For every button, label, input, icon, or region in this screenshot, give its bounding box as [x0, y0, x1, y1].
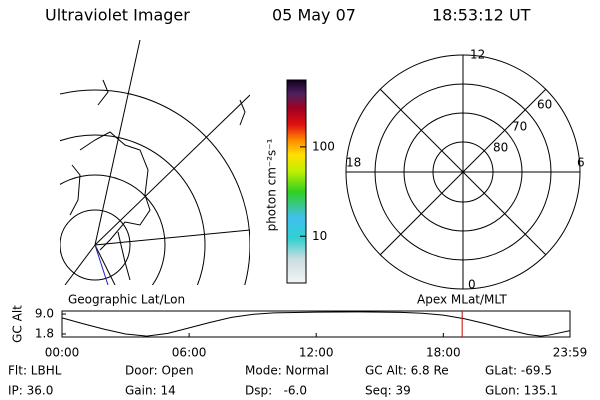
footer-field: Seq: 39 — [365, 384, 411, 398]
footer-field: Mode: Normal — [245, 364, 329, 378]
ring-label: 60 — [537, 98, 552, 112]
footer-field: Flt: LBHL — [8, 364, 62, 378]
x-tick-label: 23:59 — [553, 346, 588, 360]
colorbar-tick-label: 100 — [312, 139, 335, 153]
x-tick-label: 06:00 — [172, 346, 207, 360]
footer-field: Dsp: -6.0 — [245, 384, 307, 398]
alt-line — [61, 311, 571, 337]
footer-field: Gain: 14 — [125, 384, 176, 398]
title: Ultraviolet Imager — [45, 6, 190, 25]
footer-field: GLon: 135.1 — [485, 384, 558, 398]
mlt-label: 18 — [346, 156, 361, 170]
footer-field: Door: Open — [125, 364, 194, 378]
y-tick-label: 9.0 — [35, 307, 54, 321]
polar-label: Apex MLat/MLT — [417, 293, 507, 307]
mlt-label: 0 — [468, 278, 476, 292]
y-axis-label: GC Alt — [11, 305, 25, 343]
x-tick-label: 12:00 — [299, 346, 334, 360]
x-tick-label: 00:00 — [45, 346, 80, 360]
y-tick-label: 1.8 — [35, 326, 54, 340]
mlt-label: 6 — [577, 156, 585, 170]
geo-label: Geographic Lat/Lon — [68, 293, 185, 307]
polar-grid — [345, 54, 581, 290]
x-tick-label: 18:00 — [426, 346, 461, 360]
ring-label: 70 — [512, 120, 527, 134]
colorbar — [286, 79, 307, 284]
footer-field: GLat: -69.5 — [485, 364, 552, 378]
colorbar-label: photon cm⁻²s⁻¹ — [265, 138, 279, 231]
time: 18:53:12 UT — [432, 6, 531, 25]
date: 05 May 07 — [272, 6, 356, 25]
footer-field: GC Alt: 6.8 Re — [365, 364, 449, 378]
mlt-label: 12 — [470, 48, 485, 62]
ring-label: 80 — [493, 141, 508, 155]
footer-field: IP: 36.0 — [8, 384, 53, 398]
geo-map — [60, 40, 250, 285]
colorbar-tick-label: 10 — [312, 229, 327, 243]
